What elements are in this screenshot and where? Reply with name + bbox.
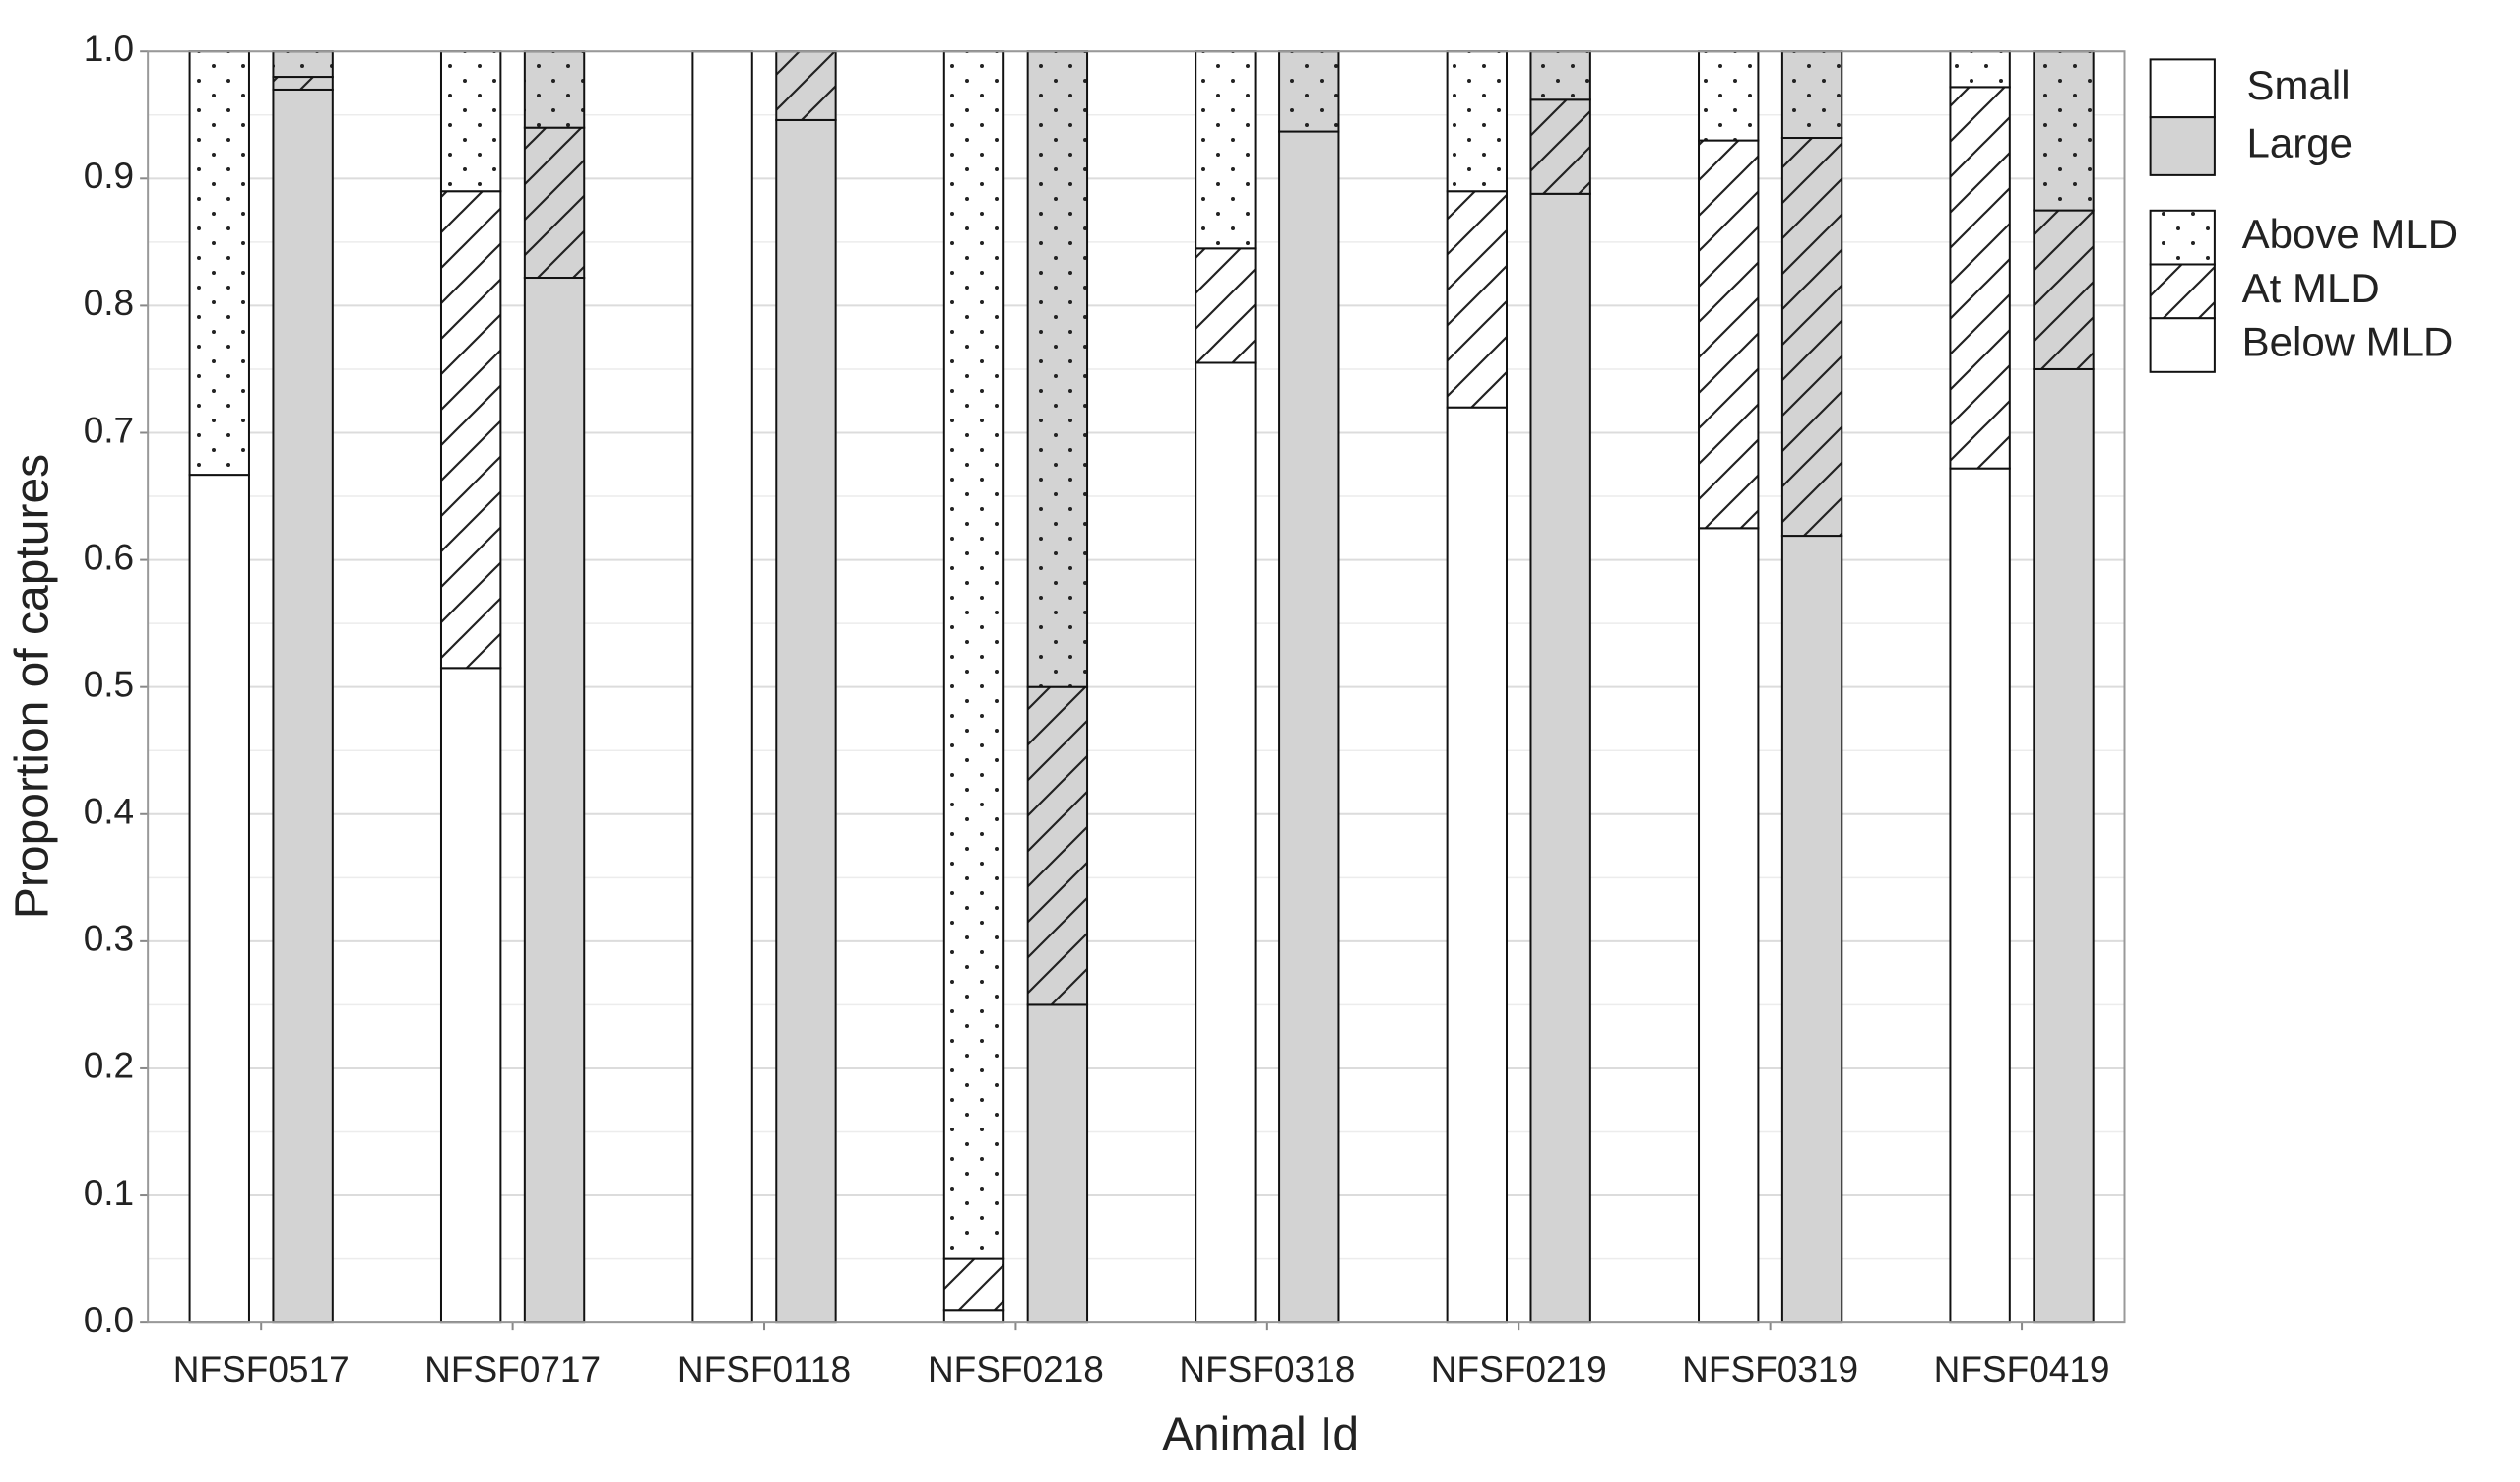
bar-segment	[2033, 209, 2095, 370]
legend-swatch	[2149, 58, 2216, 119]
bar-segment	[523, 126, 586, 280]
y-tick-label: 0.9	[84, 156, 134, 196]
legend-label: Large	[2247, 120, 2353, 166]
bar-segment	[1698, 50, 1760, 142]
bar-segment	[942, 1309, 1005, 1324]
y-axis-title: Proportion of captures	[7, 454, 59, 919]
bar-segment	[1195, 361, 1257, 1324]
bar-segment	[1529, 98, 1591, 195]
bar-segment	[1446, 406, 1508, 1324]
bar-segment	[439, 190, 502, 670]
bar-segment	[272, 88, 334, 1324]
legend-label: At MLD	[2242, 265, 2380, 311]
bar-segment	[523, 277, 586, 1324]
bar-segment	[188, 50, 250, 477]
y-tick-label: 1.0	[84, 29, 134, 69]
bar-segment	[1026, 1003, 1089, 1324]
legend-label: Above MLD	[2242, 211, 2458, 257]
bar-segment	[272, 50, 334, 79]
legend-swatch	[2149, 209, 2216, 266]
bar-segment	[942, 1257, 1005, 1312]
legend-label: Small	[2247, 62, 2351, 108]
bar-segment	[1195, 247, 1257, 364]
bar-segment	[1446, 50, 1508, 193]
y-tick-label: 0.3	[84, 919, 134, 959]
bar-segment	[1780, 50, 1843, 140]
bar-segment	[523, 50, 586, 129]
bar-segment	[1026, 685, 1089, 1006]
x-tick-label: NFSF0717	[424, 1349, 601, 1389]
bar-segment	[691, 50, 753, 1324]
bar-segment	[1780, 535, 1843, 1324]
bar-segment	[1949, 86, 2011, 470]
bar-segment	[1949, 50, 2011, 89]
bar-segment	[942, 50, 1005, 1260]
y-tick-label: 0.2	[84, 1046, 134, 1086]
y-tick-label: 0.5	[84, 664, 134, 704]
y-tick-label: 0.6	[84, 537, 134, 577]
bar-segment	[2033, 50, 2095, 212]
x-tick-label: NFSF0118	[678, 1349, 851, 1389]
y-tick-label: 0.7	[84, 410, 134, 450]
bar-segment	[272, 76, 334, 91]
bar-segment	[1446, 190, 1508, 409]
y-tick-label: 0.4	[84, 792, 134, 832]
bar-segment	[1698, 527, 1760, 1324]
bar-segment	[1529, 50, 1591, 101]
x-tick-label: NFSF0218	[928, 1349, 1104, 1389]
bar-segment	[1278, 50, 1340, 133]
legend-swatch	[2149, 317, 2216, 373]
y-tick-label: 0.8	[84, 283, 134, 323]
bar-segment	[439, 50, 502, 193]
bar-segment	[2033, 367, 2095, 1324]
x-tick-label: NFSF0419	[1934, 1349, 2110, 1389]
bar-segment	[439, 667, 502, 1324]
x-tick-label: NFSF0219	[1431, 1349, 1607, 1389]
bar-segment	[775, 118, 837, 1324]
x-tick-label: NFSF0318	[1179, 1349, 1355, 1389]
x-tick-label: NFSF0319	[1682, 1349, 1858, 1389]
bar-segment	[1780, 137, 1843, 538]
bar-segment	[188, 474, 250, 1324]
bar-segment	[1529, 192, 1591, 1324]
legend-label: Below MLD	[2242, 319, 2454, 365]
bar-segment	[1195, 50, 1257, 250]
x-tick-label: NFSF0517	[173, 1349, 350, 1389]
bar-segment	[1278, 130, 1340, 1324]
bar-segment	[1949, 467, 2011, 1324]
legend-swatch	[2149, 116, 2216, 176]
bar-segment	[1698, 139, 1760, 530]
plot-border	[147, 50, 2126, 1324]
legend-swatch	[2149, 263, 2216, 320]
y-tick-label: 0.1	[84, 1173, 134, 1213]
y-tick-label: 0.0	[84, 1300, 134, 1340]
bar-segment	[775, 50, 837, 121]
bar-segment	[1026, 50, 1089, 688]
x-axis-title: Animal Id	[1162, 1409, 1359, 1461]
